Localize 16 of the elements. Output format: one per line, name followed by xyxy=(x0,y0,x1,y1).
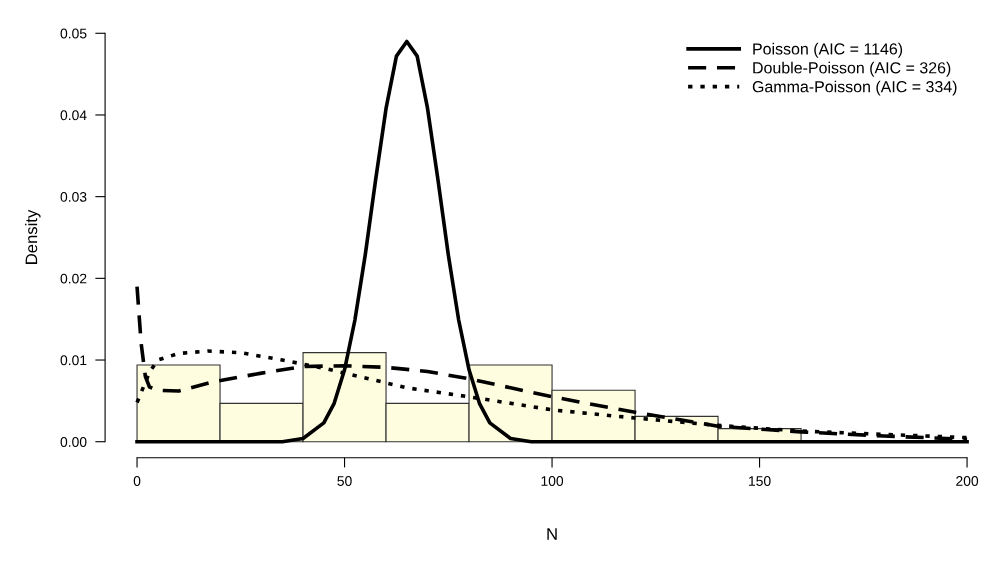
legend-label: Gamma-Poisson (AIC = 334) xyxy=(752,80,957,96)
y-tick-label: 0.03 xyxy=(60,191,87,202)
y-tick-label: 0.01 xyxy=(60,355,87,366)
y-tick-label: 0.00 xyxy=(60,437,87,447)
y-tick-label: 0.05 xyxy=(60,28,87,39)
y-tick-label: 0.02 xyxy=(60,273,87,284)
x-tick-label: 100 xyxy=(541,476,564,486)
x-tick-label: 0 xyxy=(133,476,141,486)
x-tick-label: 50 xyxy=(337,476,352,486)
legend-label: Poisson (AIC = 1146) xyxy=(753,42,903,58)
y-tick-label: 0.04 xyxy=(60,110,87,121)
x-tick-label: 150 xyxy=(749,476,771,486)
y-axis-title: Density xyxy=(25,209,41,264)
x-axis-title: N xyxy=(547,528,557,540)
legend-label: Double-Poisson (AIC = 326) xyxy=(753,61,951,77)
x-tick-label: 200 xyxy=(956,476,979,486)
